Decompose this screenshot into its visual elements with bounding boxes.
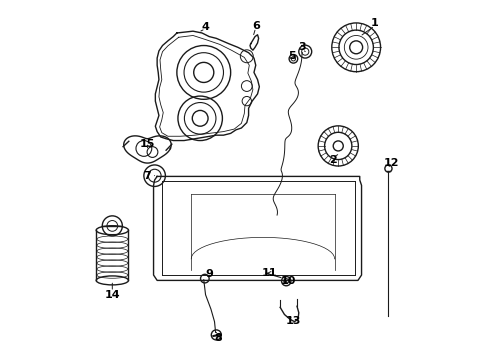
Text: 5: 5: [288, 51, 295, 61]
Text: 14: 14: [104, 291, 120, 301]
Text: 15: 15: [140, 139, 155, 149]
Text: 12: 12: [384, 158, 399, 168]
Text: 8: 8: [214, 333, 222, 343]
Text: 7: 7: [144, 171, 151, 181]
Text: 10: 10: [280, 276, 296, 286]
Text: 9: 9: [205, 269, 213, 279]
Text: 6: 6: [252, 21, 260, 31]
Text: 3: 3: [298, 42, 305, 52]
Text: 4: 4: [201, 22, 210, 32]
Text: 13: 13: [286, 316, 301, 325]
Text: 2: 2: [329, 155, 337, 165]
Text: 11: 11: [262, 268, 277, 278]
Text: 1: 1: [371, 18, 379, 28]
